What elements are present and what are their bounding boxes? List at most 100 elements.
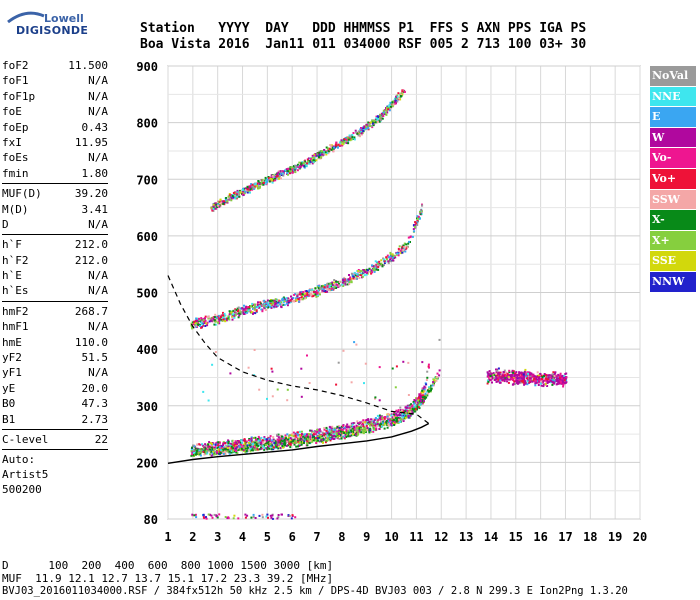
echo-point <box>556 379 559 382</box>
echo-point <box>520 371 523 374</box>
echo-point <box>498 381 501 384</box>
echo-point <box>365 424 368 427</box>
echo-point <box>409 236 412 239</box>
echo-point <box>269 179 272 182</box>
echo-point <box>322 284 325 287</box>
echo-point <box>243 187 246 190</box>
echo-point <box>365 123 368 126</box>
echo-point <box>255 309 258 312</box>
echo-point <box>544 382 547 385</box>
legend-item: NNW <box>650 271 696 292</box>
echo-point <box>346 423 349 426</box>
echo-point <box>379 417 381 420</box>
echo-point <box>381 422 384 425</box>
echo-point <box>196 318 199 321</box>
echo-point <box>351 429 354 432</box>
echo-point <box>294 439 297 442</box>
echo-point <box>258 183 261 185</box>
echo-point <box>354 433 357 436</box>
echo-point <box>281 440 284 443</box>
echo-point <box>408 404 411 407</box>
echo-point <box>378 399 381 402</box>
echo-point <box>303 165 306 168</box>
param-key: fmin <box>2 166 29 180</box>
echo-point <box>362 424 364 426</box>
echo-point <box>371 420 374 423</box>
echo-point <box>347 426 350 428</box>
echo-point <box>247 366 250 369</box>
echo-point <box>294 167 297 170</box>
echo-point <box>273 299 276 302</box>
echo-point <box>236 452 239 455</box>
echo-point <box>390 414 393 417</box>
param-key: foEp <box>2 120 29 134</box>
echo-point <box>297 437 300 440</box>
echo-point <box>411 404 414 407</box>
echo-point <box>553 382 556 385</box>
echo-point <box>252 513 255 516</box>
echo-point <box>356 273 359 276</box>
echo-point <box>191 451 194 454</box>
param-row: C-level 22 <box>2 432 108 447</box>
y-tick-label: 200 <box>136 456 158 470</box>
echo-point <box>337 282 340 285</box>
echo-point <box>241 441 244 444</box>
echo-point <box>221 200 224 203</box>
echo-point <box>321 286 324 289</box>
echo-point <box>228 193 231 195</box>
echo-point <box>231 313 234 316</box>
echo-point <box>506 376 509 379</box>
echo-point <box>229 197 231 200</box>
echo-point <box>340 425 343 428</box>
echo-point <box>375 427 378 430</box>
echo-point <box>286 388 289 391</box>
echo-point <box>346 136 349 139</box>
echo-point <box>207 445 210 448</box>
echo-point <box>227 195 230 198</box>
echo-point <box>412 401 415 403</box>
echo-point <box>489 375 492 377</box>
echo-point <box>230 447 232 450</box>
echo-point <box>372 418 375 421</box>
echo-point <box>519 375 522 378</box>
echo-point <box>289 299 292 302</box>
echo-point <box>559 372 562 375</box>
echo-point <box>391 422 394 424</box>
echo-point <box>522 373 525 376</box>
echo-point <box>363 427 366 430</box>
echo-point <box>408 416 411 419</box>
echo-point <box>263 436 266 439</box>
echo-point <box>287 300 290 302</box>
echo-point <box>356 132 359 135</box>
echo-point <box>367 418 370 421</box>
echo-point <box>547 374 550 377</box>
echo-point <box>433 380 436 383</box>
echo-point <box>273 305 275 308</box>
echo-point <box>349 435 352 438</box>
echo-point <box>288 434 291 437</box>
echo-point <box>201 443 203 446</box>
echo-point <box>522 376 525 379</box>
echo-point <box>300 438 303 441</box>
echo-point <box>502 371 505 374</box>
echo-point <box>263 306 266 309</box>
echo-point <box>378 418 381 421</box>
echo-point <box>212 316 215 319</box>
echo-point <box>300 290 303 293</box>
echo-point <box>376 115 379 118</box>
echo-point <box>269 514 272 517</box>
echo-point <box>318 150 321 153</box>
echo-point <box>198 453 201 456</box>
param-row: hmF1 N/A <box>2 319 108 334</box>
echo-point <box>389 253 392 256</box>
echo-point <box>373 119 376 122</box>
echo-point <box>510 375 513 378</box>
echo-point <box>209 442 212 444</box>
echo-point <box>320 156 323 159</box>
echo-point <box>277 447 280 450</box>
echo-point <box>523 370 526 373</box>
param-row: foE N/A <box>2 104 108 119</box>
echo-point <box>350 278 353 281</box>
echo-point <box>328 433 331 436</box>
x-tick-label: 12 <box>434 530 448 544</box>
